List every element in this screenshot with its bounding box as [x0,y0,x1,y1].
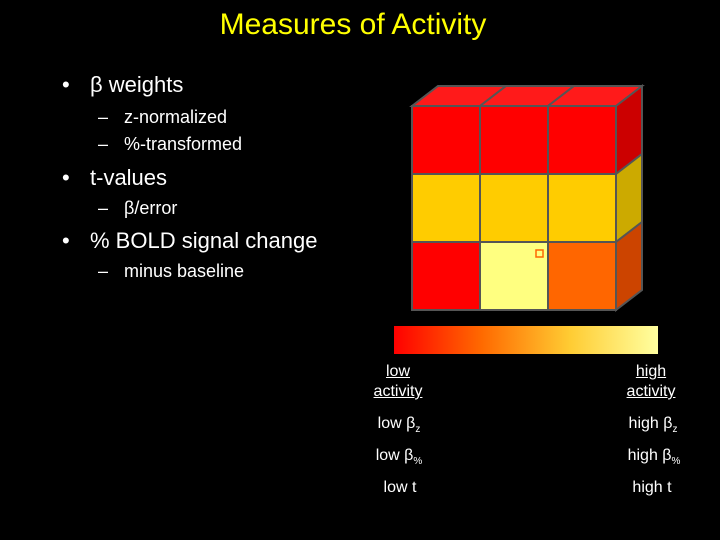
bullet-beta-weights: • β weights [62,72,184,98]
high-activity-label: high activity [626,363,676,400]
cube-front-cell [411,173,481,243]
bullet-text: β weights [90,72,184,97]
voxel-marker-icon [535,249,544,258]
high-t-label: high t [632,479,672,496]
cube-front-cell [411,105,481,175]
sub-bullet-text: minus baseline [124,261,245,281]
bullet-dot-icon: • [62,165,70,190]
sub-bullet-text: β/error [124,198,178,218]
cube-front-cell [547,241,617,311]
cube-front-cell [479,173,549,243]
sub-bullet-pct-transformed: – %-transformed [98,134,243,155]
cube-front-cell [411,241,481,311]
cube-front-cell [479,105,549,175]
activity-color-scale [394,326,658,354]
low-t-label: low t [383,479,417,496]
cube-front-cell [547,173,617,243]
bullet-dot-icon: • [62,72,70,97]
cube-top-face [409,85,645,107]
low-beta-z-label: low βz [377,415,421,436]
bullet-bold-signal: • % BOLD signal change [62,228,318,254]
sub-bullet-text: %-transformed [124,134,243,154]
sub-bullet-text: z-normalized [124,107,228,127]
bullet-t-values: • t-values [62,165,168,191]
sub-bullet-dash-icon: – [98,107,109,127]
cube-side-face [615,83,643,313]
bullet-text: % BOLD signal change [90,228,318,253]
sub-bullet-beta-error: – β/error [98,198,178,219]
sub-bullet-z-normalized: – z-normalized [98,107,228,128]
high-beta-z-label: high βz [628,415,678,436]
high-beta-pct-label: high β% [627,447,681,468]
sub-bullet-minus-baseline: – minus baseline [98,261,245,282]
sub-bullet-dash-icon: – [98,261,109,281]
slide-title: Measures of Activity [219,8,487,41]
cube-front-face [411,105,617,311]
low-beta-pct-label: low β% [375,447,423,468]
cube-front-cell [547,105,617,175]
bullet-dot-icon: • [62,228,70,253]
sub-bullet-dash-icon: – [98,134,109,154]
cube-front-cell [479,241,549,311]
sub-bullet-dash-icon: – [98,198,109,218]
bullet-text: t-values [90,165,168,190]
low-activity-label: low activity [373,363,423,400]
